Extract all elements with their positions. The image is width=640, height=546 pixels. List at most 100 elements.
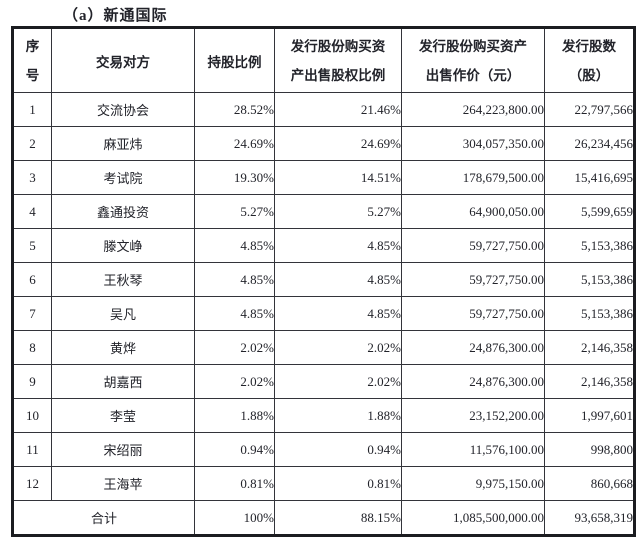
cell-shares: 998,800 (544, 432, 635, 467)
table-row: 3 考试院 19.30% 14.51% 178,679,500.00 15,41… (12, 160, 635, 195)
cell-price: 59,727,750.00 (401, 262, 545, 297)
cell-sell-ratio: 4.85% (274, 296, 402, 331)
cell-holding-ratio: 28.52% (194, 92, 275, 127)
cell-sell-ratio: 0.94% (274, 432, 402, 467)
cell-party: 胡嘉西 (51, 364, 195, 399)
cell-shares: 860,668 (544, 466, 635, 501)
cell-party: 黄烨 (51, 330, 195, 365)
total-row: 合计 100% 88.15% 1,085,500,000.00 93,658,3… (12, 500, 635, 536)
cell-no: 4 (12, 194, 52, 229)
header-price: 发行股份购买资产 出售作价（元） (401, 27, 545, 93)
cell-price: 59,727,750.00 (401, 228, 545, 263)
cell-holding-ratio: 1.88% (194, 398, 275, 433)
cell-party: 滕文峥 (51, 228, 195, 263)
cell-sell-ratio: 2.02% (274, 364, 402, 399)
cell-no: 3 (12, 160, 52, 195)
cell-sell-ratio: 24.69% (274, 126, 402, 161)
cell-no: 7 (12, 296, 52, 331)
cell-shares: 22,797,566 (544, 92, 635, 127)
table-row: 2 麻亚炜 24.69% 24.69% 304,057,350.00 26,23… (12, 126, 635, 161)
total-price: 1,085,500,000.00 (401, 500, 545, 536)
header-no: 序 号 (12, 27, 52, 93)
cell-no: 10 (12, 398, 52, 433)
header-party: 交易对方 (51, 27, 195, 93)
cell-holding-ratio: 0.94% (194, 432, 275, 467)
table-row: 5 滕文峥 4.85% 4.85% 59,727,750.00 5,153,38… (12, 228, 635, 263)
total-holding-ratio: 100% (194, 500, 275, 536)
header-holding-ratio: 持股比例 (194, 27, 275, 93)
cell-price: 9,975,150.00 (401, 466, 545, 501)
header-row: 序 号 交易对方 持股比例 发行股份购买资 产出售股权比例 发行股份购买资产 出… (12, 27, 635, 93)
cell-shares: 5,153,386 (544, 228, 635, 263)
cell-price: 24,876,300.00 (401, 364, 545, 399)
cell-holding-ratio: 24.69% (194, 126, 275, 161)
cell-no: 2 (12, 126, 52, 161)
cell-shares: 1,997,601 (544, 398, 635, 433)
cell-party: 王海苹 (51, 466, 195, 501)
cell-sell-ratio: 1.88% (274, 398, 402, 433)
cell-sell-ratio: 0.81% (274, 466, 402, 501)
cell-party: 麻亚炜 (51, 126, 195, 161)
cell-party: 鑫通投资 (51, 194, 195, 229)
cell-holding-ratio: 2.02% (194, 330, 275, 365)
cell-holding-ratio: 4.85% (194, 296, 275, 331)
table-row: 11 宋绍丽 0.94% 0.94% 11,576,100.00 998,800 (12, 432, 635, 467)
cell-shares: 26,234,456 (544, 126, 635, 161)
cell-holding-ratio: 5.27% (194, 194, 275, 229)
cell-sell-ratio: 5.27% (274, 194, 402, 229)
table-row: 9 胡嘉西 2.02% 2.02% 24,876,300.00 2,146,35… (12, 364, 635, 399)
cell-price: 64,900,050.00 (401, 194, 545, 229)
cell-party: 考试院 (51, 160, 195, 195)
header-sell-ratio: 发行股份购买资 产出售股权比例 (274, 27, 402, 93)
cell-shares: 15,416,695 (544, 160, 635, 195)
cell-price: 264,223,800.00 (401, 92, 545, 127)
cell-shares: 2,146,358 (544, 364, 635, 399)
cell-party: 宋绍丽 (51, 432, 195, 467)
table-row: 8 黄烨 2.02% 2.02% 24,876,300.00 2,146,358 (12, 330, 635, 365)
cell-no: 8 (12, 330, 52, 365)
total-shares: 93,658,319 (544, 500, 635, 536)
cell-shares: 5,599,659 (544, 194, 635, 229)
cell-holding-ratio: 0.81% (194, 466, 275, 501)
table-row: 4 鑫通投资 5.27% 5.27% 64,900,050.00 5,599,6… (12, 194, 635, 229)
cell-shares: 5,153,386 (544, 262, 635, 297)
total-label: 合计 (12, 500, 195, 536)
cell-party: 王秋琴 (51, 262, 195, 297)
cell-price: 23,152,200.00 (401, 398, 545, 433)
cell-shares: 2,146,358 (544, 330, 635, 365)
cell-no: 12 (12, 466, 52, 501)
cell-sell-ratio: 21.46% (274, 92, 402, 127)
cell-price: 59,727,750.00 (401, 296, 545, 331)
table-row: 12 王海苹 0.81% 0.81% 9,975,150.00 860,668 (12, 466, 635, 501)
cell-party: 交流协会 (51, 92, 195, 127)
cell-party: 李莹 (51, 398, 195, 433)
table-header: 序 号 交易对方 持股比例 发行股份购买资 产出售股权比例 发行股份购买资产 出… (12, 27, 635, 93)
cell-price: 304,057,350.00 (401, 126, 545, 161)
table-row: 7 吴凡 4.85% 4.85% 59,727,750.00 5,153,386 (12, 296, 635, 331)
cell-no: 6 (12, 262, 52, 297)
cell-no: 5 (12, 228, 52, 263)
cell-price: 24,876,300.00 (401, 330, 545, 365)
cell-price: 178,679,500.00 (401, 160, 545, 195)
cell-price: 11,576,100.00 (401, 432, 545, 467)
cell-sell-ratio: 4.85% (274, 262, 402, 297)
cell-party: 吴凡 (51, 296, 195, 331)
header-shares: 发行股数 （股） (544, 27, 635, 93)
cell-holding-ratio: 2.02% (194, 364, 275, 399)
table-row: 1 交流协会 28.52% 21.46% 264,223,800.00 22,7… (12, 92, 635, 127)
cell-holding-ratio: 4.85% (194, 262, 275, 297)
total-sell-ratio: 88.15% (274, 500, 402, 536)
share-purchase-table: 序 号 交易对方 持股比例 发行股份购买资 产出售股权比例 发行股份购买资产 出… (11, 26, 636, 537)
cell-holding-ratio: 4.85% (194, 228, 275, 263)
section-title: （a）新通国际 (63, 8, 168, 24)
cell-no: 1 (12, 92, 52, 127)
cell-shares: 5,153,386 (544, 296, 635, 331)
cell-sell-ratio: 2.02% (274, 330, 402, 365)
cell-holding-ratio: 19.30% (194, 160, 275, 195)
cell-no: 9 (12, 364, 52, 399)
table-row: 6 王秋琴 4.85% 4.85% 59,727,750.00 5,153,38… (12, 262, 635, 297)
cell-no: 11 (12, 432, 52, 467)
table-row: 10 李莹 1.88% 1.88% 23,152,200.00 1,997,60… (12, 398, 635, 433)
cell-sell-ratio: 14.51% (274, 160, 402, 195)
